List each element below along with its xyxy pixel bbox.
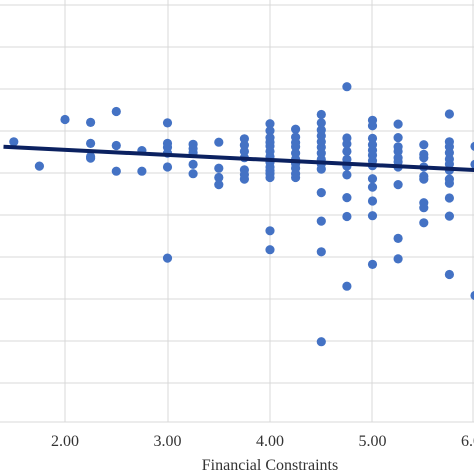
data-point — [111, 140, 121, 151]
data-point — [239, 174, 249, 184]
data-point — [214, 163, 224, 173]
data-point — [239, 140, 249, 150]
data-point — [419, 153, 429, 163]
data-point — [111, 166, 121, 176]
data-point — [367, 211, 378, 221]
x-tick-label: 6.00 — [461, 433, 474, 450]
data-point — [86, 117, 96, 127]
data-point — [470, 141, 474, 151]
data-point — [393, 233, 403, 243]
data-point — [162, 162, 173, 172]
trendline — [3, 144, 474, 173]
data-point — [265, 172, 275, 183]
data-point — [162, 253, 173, 263]
data-point — [367, 182, 378, 192]
data-point — [419, 218, 429, 228]
data-point — [367, 196, 378, 206]
data-point — [342, 139, 352, 149]
data-point — [342, 193, 352, 203]
data-point — [342, 146, 352, 156]
data-point — [265, 119, 275, 129]
data-point — [316, 118, 326, 128]
data-point — [9, 137, 19, 147]
data-point — [444, 269, 454, 280]
data-point — [291, 142, 301, 152]
data-point — [239, 146, 249, 156]
data-point — [214, 172, 224, 183]
data-point — [316, 337, 326, 347]
data-point — [444, 211, 454, 221]
data-point — [367, 121, 378, 131]
x-tick-label: 5.00 — [359, 433, 387, 450]
data-points — [9, 82, 474, 347]
data-point — [316, 188, 326, 198]
data-point — [137, 166, 147, 176]
data-point — [444, 178, 454, 188]
data-point — [265, 245, 275, 255]
data-point — [86, 153, 96, 163]
data-point — [316, 109, 326, 120]
data-point — [60, 114, 70, 125]
gridlines — [0, 0, 474, 423]
data-point — [393, 119, 403, 129]
data-point — [111, 106, 121, 117]
data-point — [214, 137, 224, 147]
data-point — [444, 159, 454, 169]
data-point — [444, 109, 454, 119]
data-point — [316, 164, 326, 174]
data-point — [419, 140, 429, 150]
data-point — [342, 211, 352, 222]
data-point — [419, 174, 429, 184]
data-point — [367, 133, 378, 143]
data-point — [342, 281, 352, 291]
data-point — [291, 172, 301, 183]
data-point — [265, 126, 275, 136]
data-point — [162, 118, 173, 128]
data-point — [342, 82, 352, 92]
data-point — [393, 146, 403, 156]
data-point — [214, 180, 224, 190]
x-tick-labels: 2.00 3.00 4.00 5.00 6.00 — [51, 433, 474, 450]
data-point — [316, 216, 326, 226]
data-point — [470, 291, 474, 300]
x-tick-label: 4.00 — [256, 433, 284, 450]
data-point — [419, 203, 429, 213]
data-point — [188, 169, 198, 179]
data-point — [393, 133, 403, 143]
data-point — [367, 259, 378, 269]
data-point — [188, 159, 198, 169]
data-point — [470, 159, 474, 169]
x-tick-label: 2.00 — [51, 433, 79, 450]
data-point — [444, 148, 454, 158]
data-point — [393, 180, 403, 190]
data-point — [316, 247, 326, 257]
trendline-group — [3, 144, 474, 173]
data-point — [291, 124, 301, 134]
data-point — [342, 170, 352, 180]
data-point — [265, 226, 275, 236]
data-point — [86, 138, 96, 148]
x-tick-label: 3.00 — [154, 433, 182, 450]
data-point — [393, 254, 403, 264]
data-point — [367, 174, 378, 184]
data-point — [239, 134, 249, 144]
x-axis-title: Financial Constraints — [202, 457, 338, 474]
data-point — [34, 161, 45, 171]
data-point — [316, 148, 326, 158]
data-point — [444, 193, 454, 203]
